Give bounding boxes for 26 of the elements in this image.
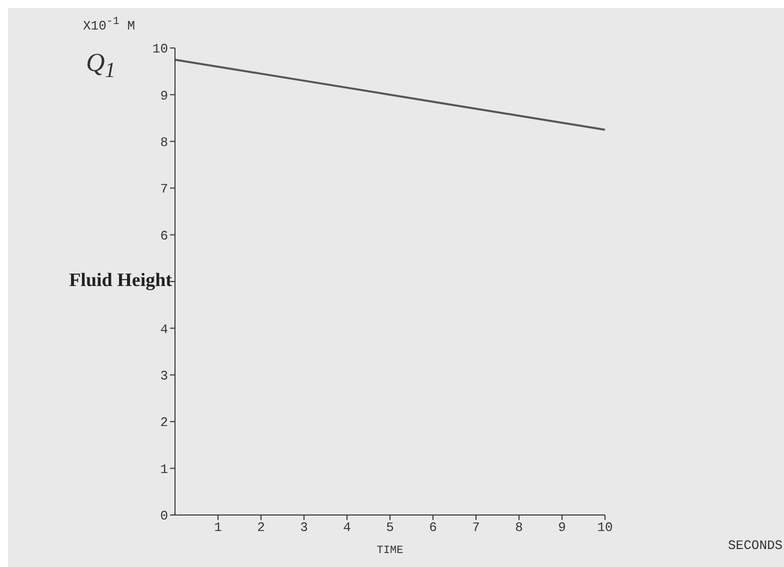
x-axis-title: TIME — [376, 545, 404, 557]
x-tick-label: 2 — [257, 520, 265, 536]
x-tick-label: 7 — [472, 520, 480, 536]
x-tick-label: 9 — [558, 520, 566, 536]
y-tick-label: 7 — [160, 182, 168, 197]
y-tick-label: 1 — [160, 462, 168, 477]
y-tick-label: 6 — [160, 228, 168, 244]
y-tick-label: 4 — [160, 322, 168, 337]
y-tick-label: 3 — [160, 368, 168, 384]
x-tick-label: 1 — [214, 520, 222, 536]
text: SECONDS — [728, 538, 783, 553]
y-axis-title: Fluid Height — [68, 270, 172, 292]
y-tick-label: 2 — [160, 415, 168, 430]
y-tick-label: 0 — [160, 508, 168, 524]
x-tick-label: 6 — [429, 520, 437, 536]
x-tick-label: 3 — [300, 520, 308, 536]
y-tick-label: 10 — [152, 42, 168, 57]
y-tick-label: 8 — [160, 135, 168, 150]
x-tick-label: 8 — [515, 520, 523, 536]
text: X10$^{-1}$ M — [83, 16, 136, 34]
line-series — [175, 58, 605, 131]
x-tick-label: 5 — [386, 520, 394, 536]
x-tick-label: 10 — [597, 520, 613, 536]
x-tick-label: 4 — [343, 520, 352, 536]
y-tick-label: 9 — [160, 88, 168, 104]
text: Q$_{1}$ — [86, 48, 116, 84]
